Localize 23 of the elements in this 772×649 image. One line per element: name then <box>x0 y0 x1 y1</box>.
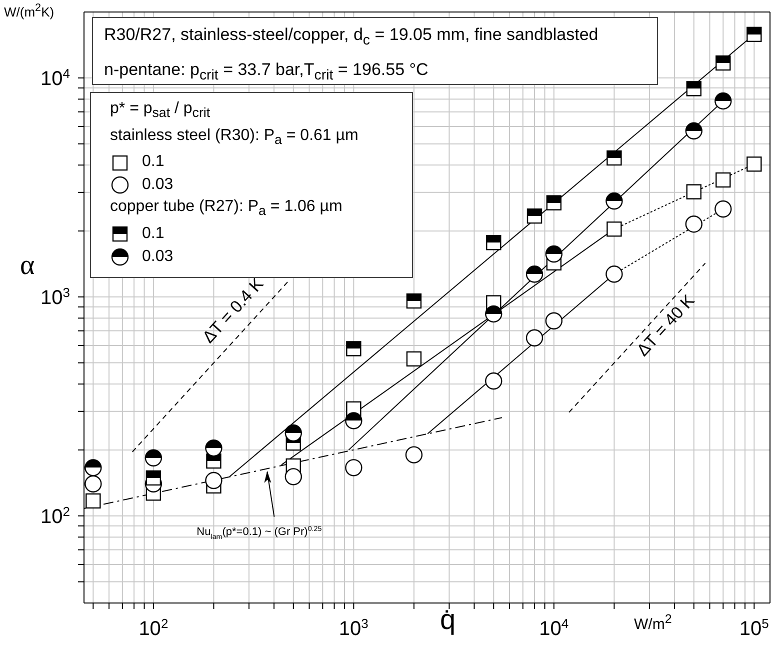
x-tick-label: 10$^{4}$ <box>539 616 569 640</box>
legend-label: 0.03 <box>142 174 174 195</box>
legend-label: 0.1 <box>142 224 164 244</box>
annotation: stainless steel (R30): P$_{a}$ = 0.61 µm <box>110 126 360 149</box>
legend-label: 0.1 <box>142 152 164 172</box>
text: W/m$^{2}$ <box>634 612 672 633</box>
y-axis-title: α <box>20 250 35 282</box>
text: W/(m$^{2}$K) <box>4 2 54 20</box>
legend-label: 0.03 <box>142 246 174 267</box>
y-tick-label: 10$^{4}$ <box>40 65 70 90</box>
annotation: copper tube (R27): P$_{a}$ = 1.06 µm <box>110 197 344 221</box>
y-tick-label: 10$^{2}$ <box>40 503 70 528</box>
annotation: R30/R27, stainless-steel/copper, d$_{c}$ = 19.05 mm, fine sandblasted <box>104 24 600 50</box>
annotation: n-pentane: p$_{crit}$ = 33.7 bar,T$_{crit}$ = 196.55 °C <box>104 59 430 86</box>
x-tick-label: 10$^{2}$ <box>138 616 168 640</box>
legend-title: p* = p$_{sat}$ / p$_{crit}$ <box>110 99 212 122</box>
x-tick-label: 10$^{5}$ <box>739 616 769 640</box>
annotation: Nu$_{lam}$(p*=0.1) ~ (Gr Pr)$^{0.25}$ <box>196 524 322 541</box>
x-tick-label: 10$^{3}$ <box>338 616 368 640</box>
annotation: ΔT = 0.4 K <box>198 274 268 347</box>
x-axis-title: q̇ <box>440 604 456 636</box>
y-tick-label: 10$^{3}$ <box>40 284 70 309</box>
annotation: ΔT = 40 K <box>633 290 699 360</box>
